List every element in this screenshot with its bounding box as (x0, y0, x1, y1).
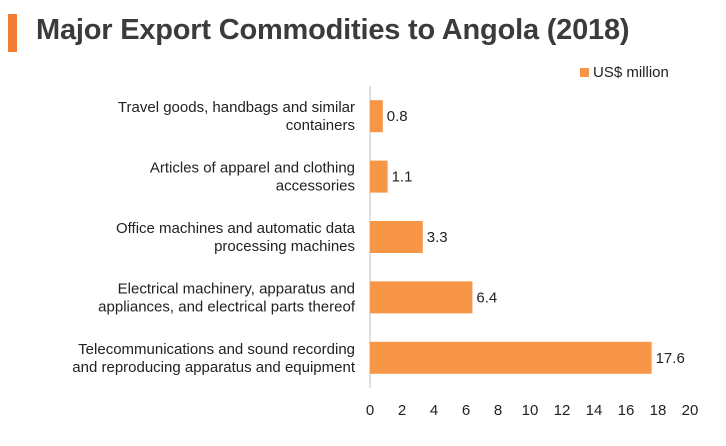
category-label: Travel goods, handbags and similar (118, 99, 355, 116)
category-label: appliances, and electrical parts thereof (98, 298, 356, 315)
category-label: containers (286, 117, 355, 134)
x-tick-label: 20 (682, 402, 699, 419)
data-label: 6.4 (476, 289, 497, 306)
legend-swatch (580, 68, 589, 77)
x-tick-label: 12 (554, 402, 571, 419)
bar (370, 160, 388, 193)
x-tick-label: 2 (398, 402, 406, 419)
x-tick-label: 0 (366, 402, 374, 419)
data-label: 3.3 (427, 229, 448, 246)
title-accent-bar (8, 14, 17, 52)
data-label: 17.6 (656, 350, 685, 367)
bar (370, 221, 423, 253)
category-label: accessories (276, 178, 355, 195)
bar (370, 341, 652, 374)
category-label: Office machines and automatic data (116, 220, 356, 237)
category-label: processing machines (214, 238, 355, 255)
bar (370, 100, 383, 133)
data-label: 1.1 (392, 169, 413, 186)
x-tick-label: 10 (522, 402, 539, 419)
bar (370, 281, 473, 314)
x-tick-label: 6 (462, 402, 470, 419)
x-tick-label: 8 (494, 402, 502, 419)
legend-label: US$ million (593, 64, 669, 81)
data-label: 0.8 (387, 108, 408, 125)
x-tick-label: 18 (650, 402, 667, 419)
category-label: Electrical machinery, apparatus and (118, 280, 355, 297)
x-tick-label: 16 (618, 402, 635, 419)
chart-legend: US$ million (580, 64, 669, 81)
category-label: Articles of apparel and clothing (150, 160, 355, 177)
x-tick-label: 14 (586, 402, 603, 419)
category-label: and reproducing apparatus and equipment (72, 359, 356, 376)
category-label: Telecommunications and sound recording (78, 341, 355, 358)
chart-title: Major Export Commodities to Angola (2018… (36, 14, 630, 46)
x-tick-label: 4 (430, 402, 438, 419)
